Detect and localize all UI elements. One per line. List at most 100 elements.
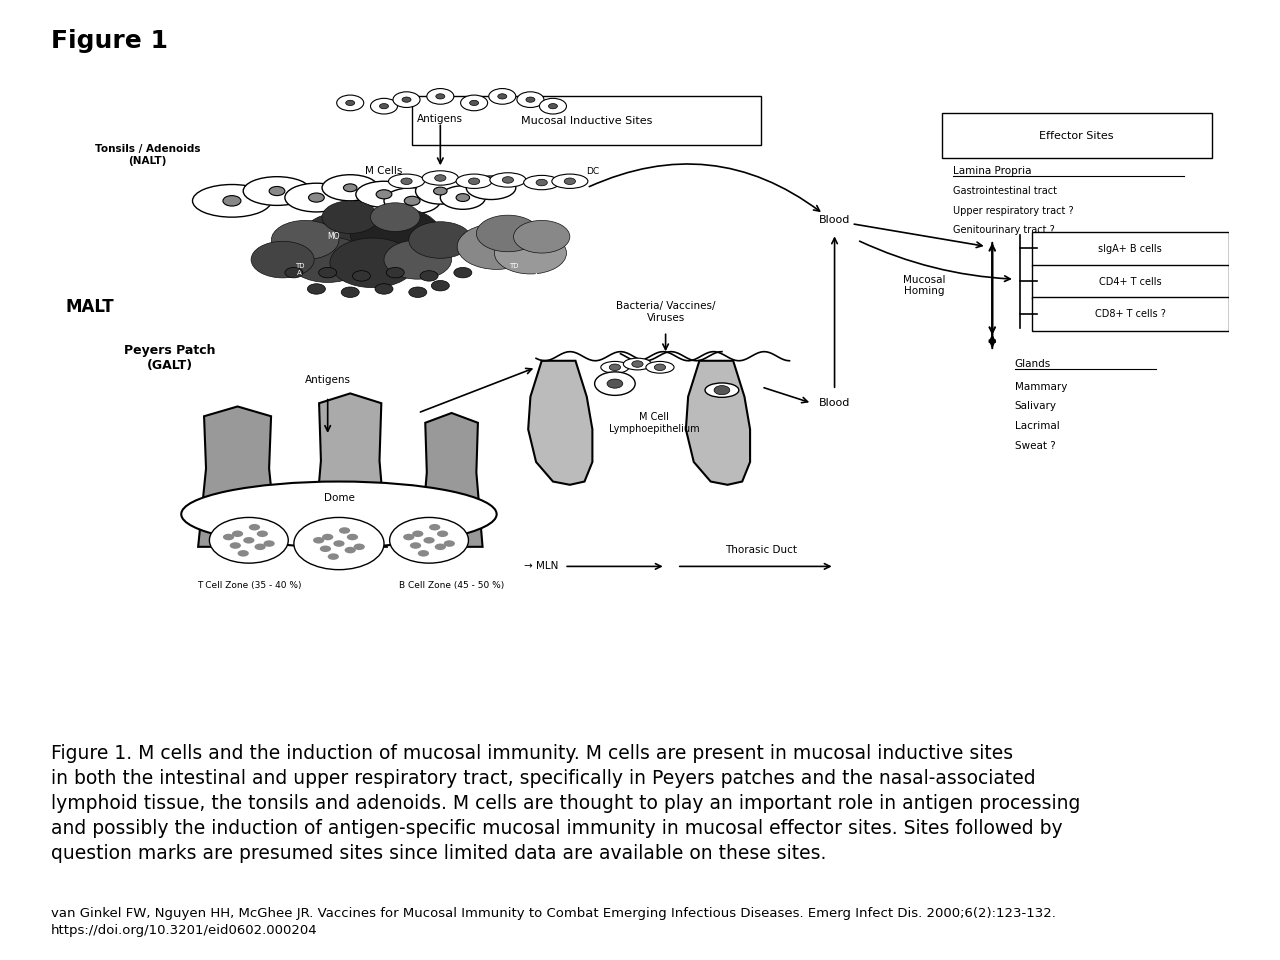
Circle shape <box>333 540 344 547</box>
Circle shape <box>389 517 468 564</box>
Text: Glands: Glands <box>1015 359 1051 369</box>
Circle shape <box>352 271 370 281</box>
Circle shape <box>595 372 635 396</box>
Circle shape <box>307 284 325 294</box>
Circle shape <box>342 287 360 298</box>
Circle shape <box>402 97 411 103</box>
Circle shape <box>347 534 358 540</box>
Circle shape <box>337 95 364 110</box>
Circle shape <box>403 534 415 540</box>
Circle shape <box>564 178 576 184</box>
Circle shape <box>323 201 379 233</box>
Circle shape <box>412 531 424 537</box>
Circle shape <box>401 178 412 184</box>
Text: Mucosal
Homing: Mucosal Homing <box>904 275 946 297</box>
Circle shape <box>632 361 643 368</box>
Polygon shape <box>421 413 483 547</box>
Text: Dome: Dome <box>324 492 355 503</box>
Circle shape <box>271 221 339 259</box>
Circle shape <box>375 284 393 294</box>
FancyBboxPatch shape <box>1032 232 1229 266</box>
Circle shape <box>536 180 548 186</box>
Circle shape <box>429 524 440 531</box>
Text: Mammary: Mammary <box>1015 382 1068 392</box>
Circle shape <box>548 104 558 108</box>
Circle shape <box>339 527 351 534</box>
Ellipse shape <box>384 188 440 214</box>
Text: A: A <box>534 273 539 279</box>
Circle shape <box>320 545 332 552</box>
Circle shape <box>435 175 445 181</box>
Circle shape <box>300 210 401 270</box>
Circle shape <box>393 92 420 108</box>
Text: CD4+ T cells: CD4+ T cells <box>1100 276 1161 287</box>
Circle shape <box>288 237 367 282</box>
Ellipse shape <box>356 181 412 207</box>
FancyBboxPatch shape <box>942 112 1212 158</box>
Circle shape <box>264 540 275 547</box>
Circle shape <box>248 524 260 531</box>
Text: van Ginkel FW, Nguyen HH, McGhee JR. Vaccines for Mucosal Immunity to Combat Eme: van Ginkel FW, Nguyen HH, McGhee JR. Vac… <box>51 907 1056 937</box>
Polygon shape <box>314 394 387 547</box>
Circle shape <box>330 238 416 288</box>
Text: DC: DC <box>586 167 599 176</box>
Circle shape <box>498 94 507 99</box>
Circle shape <box>435 543 445 550</box>
Text: Peyers Patch
(GALT): Peyers Patch (GALT) <box>124 344 216 372</box>
Circle shape <box>387 268 404 277</box>
Text: Lacrimal: Lacrimal <box>1015 421 1060 431</box>
Text: Salivary: Salivary <box>1015 401 1057 412</box>
Circle shape <box>408 222 472 258</box>
Text: MALT: MALT <box>65 299 114 316</box>
Circle shape <box>539 98 567 114</box>
Ellipse shape <box>389 174 425 188</box>
Circle shape <box>384 240 452 279</box>
Circle shape <box>454 268 472 277</box>
Text: Bacteria/ Vaccines/
Viruses: Bacteria/ Vaccines/ Viruses <box>616 301 716 323</box>
Circle shape <box>476 215 539 252</box>
Circle shape <box>436 531 448 537</box>
Circle shape <box>257 531 268 537</box>
Circle shape <box>379 104 389 108</box>
Circle shape <box>294 517 384 569</box>
Text: CD8+ T cells ?: CD8+ T cells ? <box>1094 309 1166 320</box>
Circle shape <box>489 88 516 105</box>
Circle shape <box>370 203 420 231</box>
FancyBboxPatch shape <box>1032 298 1229 331</box>
Circle shape <box>232 531 243 537</box>
Circle shape <box>351 207 440 259</box>
Text: Sweat ?: Sweat ? <box>1015 441 1056 450</box>
Text: sIgA+ B cells: sIgA+ B cells <box>1098 244 1162 254</box>
Circle shape <box>456 194 470 202</box>
Text: Genitourinary tract ?: Genitourinary tract ? <box>952 226 1055 235</box>
Circle shape <box>417 550 429 557</box>
Circle shape <box>468 178 480 184</box>
Circle shape <box>243 537 255 543</box>
Text: Figure 1: Figure 1 <box>51 29 168 53</box>
Ellipse shape <box>524 176 559 190</box>
Circle shape <box>255 543 266 550</box>
Text: Figure 1. M cells and the induction of mucosal immunity. M cells are present in : Figure 1. M cells and the induction of m… <box>51 744 1080 863</box>
Text: TD
A: TD A <box>294 263 305 276</box>
Ellipse shape <box>623 358 652 370</box>
Ellipse shape <box>192 184 271 217</box>
Circle shape <box>424 537 435 543</box>
Ellipse shape <box>490 173 526 187</box>
Circle shape <box>370 98 398 114</box>
Ellipse shape <box>323 175 379 201</box>
Ellipse shape <box>705 383 739 397</box>
Text: M Cells: M Cells <box>365 166 403 177</box>
Circle shape <box>314 537 324 543</box>
Text: B Cell Zone (45 - 50 %): B Cell Zone (45 - 50 %) <box>399 582 504 590</box>
Polygon shape <box>529 361 593 485</box>
Text: → MLN: → MLN <box>525 562 558 571</box>
Circle shape <box>607 379 623 388</box>
Ellipse shape <box>182 482 497 547</box>
Text: Thorasic Duct: Thorasic Duct <box>726 545 797 555</box>
Text: Tonsils / Adenoids
(NALT): Tonsils / Adenoids (NALT) <box>95 144 200 166</box>
Circle shape <box>654 364 666 371</box>
Text: Blood: Blood <box>819 215 850 226</box>
Text: MO: MO <box>328 232 339 241</box>
Circle shape <box>285 268 303 277</box>
Circle shape <box>404 196 420 205</box>
